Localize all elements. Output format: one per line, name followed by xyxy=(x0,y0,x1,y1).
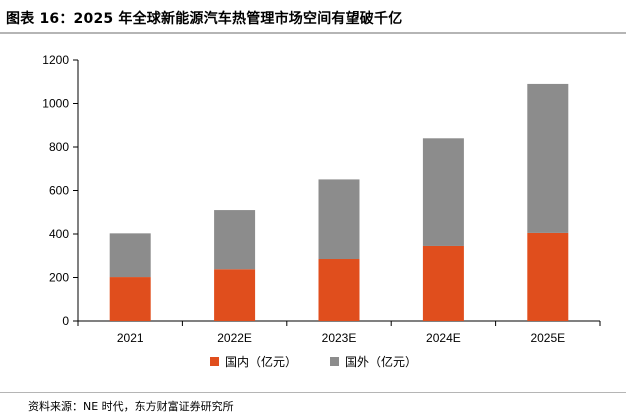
x-axis: 2021 2022E 2023E 2024E 2025E xyxy=(77,320,601,345)
legend-label: 国外（亿元） xyxy=(345,354,417,369)
source-bar: 资料来源：NE 时代，东方财富证券研究所 xyxy=(0,392,626,417)
y-tick-label: 1200 xyxy=(42,53,69,67)
bar-overseas xyxy=(318,179,360,260)
bar-domestic xyxy=(318,259,360,321)
bars xyxy=(109,83,569,321)
legend-label: 国内（亿元） xyxy=(225,354,297,369)
bar-overseas xyxy=(109,233,151,278)
title-bar: 图表 16：2025 年全球新能源汽车热管理市场空间有望破千亿 xyxy=(0,0,626,34)
y-tick-label: 1000 xyxy=(42,97,69,111)
bar-overseas xyxy=(214,210,256,270)
x-tick-label: 2022E xyxy=(217,331,252,345)
legend-swatch xyxy=(330,357,339,366)
legend-swatch xyxy=(210,357,219,366)
stacked-bar-chart: 0 200 400 600 800 1000 1200 2021 2022E 2023E 2024… xyxy=(42,53,601,369)
source-note: 资料来源：NE 时代，东方财富证券研究所 xyxy=(28,400,234,413)
bar-overseas xyxy=(422,138,464,246)
bar-overseas xyxy=(527,83,569,233)
x-tick-label: 2023E xyxy=(322,331,357,345)
y-tick-label: 600 xyxy=(49,184,69,198)
y-tick-label: 0 xyxy=(62,314,69,328)
bar-domestic xyxy=(422,245,464,321)
x-tick-label: 2021 xyxy=(117,331,144,345)
y-tick-label: 800 xyxy=(49,140,69,154)
bar-domestic xyxy=(109,277,151,321)
x-tick-label: 2024E xyxy=(426,331,461,345)
x-tick-label: 2025E xyxy=(530,331,565,345)
chart-title: 图表 16：2025 年全球新能源汽车热管理市场空间有望破千亿 xyxy=(6,11,403,27)
legend: 国内（亿元） 国外（亿元） xyxy=(210,354,417,369)
y-axis: 0 200 400 600 800 1000 1200 xyxy=(42,53,79,328)
bar-domestic xyxy=(527,232,569,321)
y-tick-label: 200 xyxy=(49,271,69,285)
y-tick-label: 400 xyxy=(49,227,69,241)
bar-domestic xyxy=(214,269,256,321)
